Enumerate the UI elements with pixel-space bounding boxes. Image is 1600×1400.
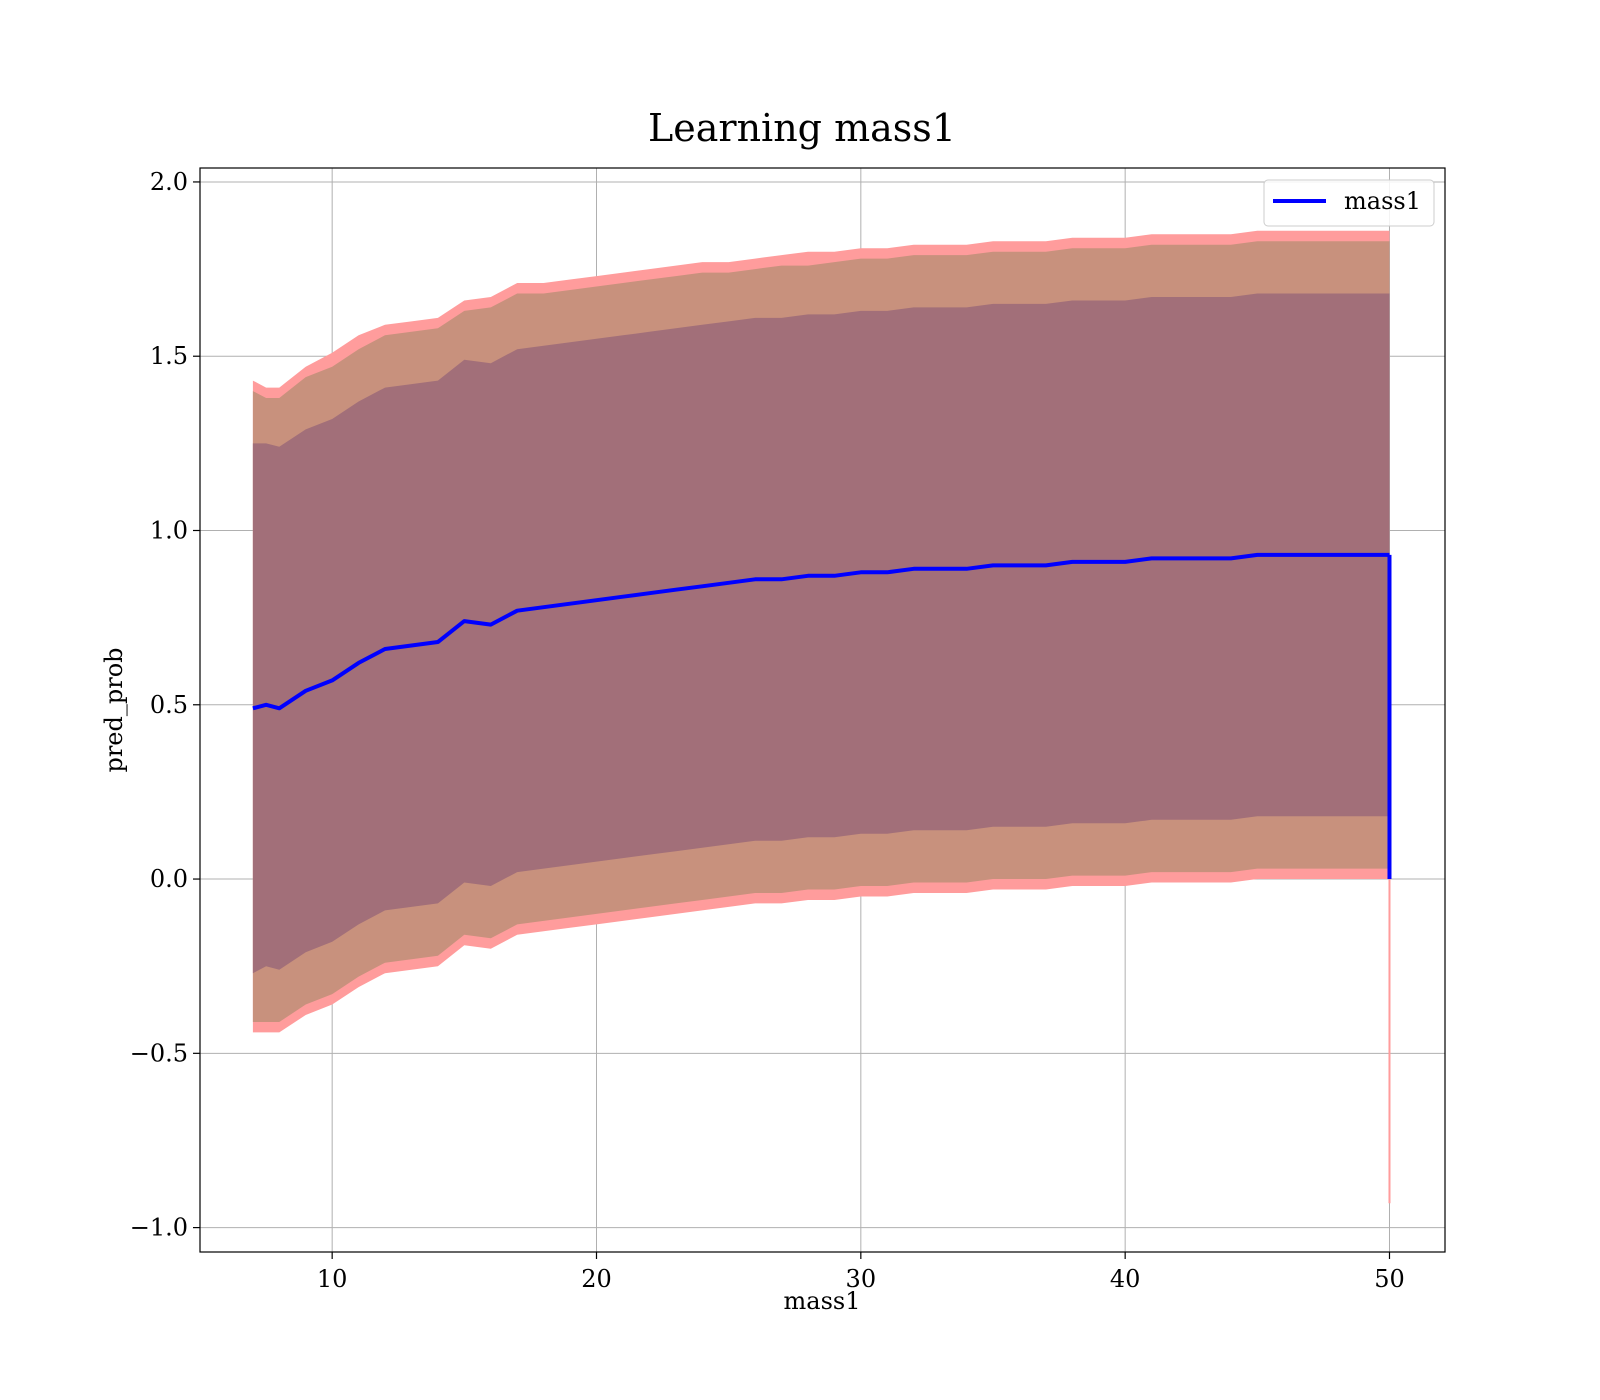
y-tick-label: 1.5 [150, 342, 188, 370]
x-axis-label: mass1 [784, 1287, 861, 1315]
legend-box [1263, 179, 1435, 227]
y-tick-label: 2.0 [150, 168, 188, 196]
mean-line [252, 552, 1392, 880]
axis-ticks: 10 20 30 40 50 −1.0 −0.5 0.0 0.5 1.0 1.5 2.0 [130, 168, 1405, 1293]
y-tick-label: −0.5 [130, 1039, 188, 1067]
series-line-mass1 [252, 552, 1390, 711]
legend: mass1 [1263, 179, 1435, 227]
x-tick-label: 40 [1110, 1265, 1141, 1293]
plot-frame [199, 167, 1446, 1253]
y-tick-label: 0.5 [150, 691, 188, 719]
inner-band [252, 293, 1390, 974]
x-tick-label: 20 [581, 1265, 612, 1293]
x-tick-label: 50 [1374, 1265, 1405, 1293]
y-tick-label: −1.0 [130, 1214, 188, 1242]
chart-title: Learning mass1 [648, 106, 956, 150]
y-axis-label: pred_prob [100, 647, 128, 772]
y-tick-label: 1.0 [150, 516, 188, 544]
x-tick-label: 10 [317, 1265, 348, 1293]
y-tick-label: 0.0 [150, 865, 188, 893]
x-tick-label: 30 [846, 1265, 877, 1293]
legend-label-mass1: mass1 [1344, 187, 1421, 215]
uncertainty-bands [252, 230, 1391, 1204]
